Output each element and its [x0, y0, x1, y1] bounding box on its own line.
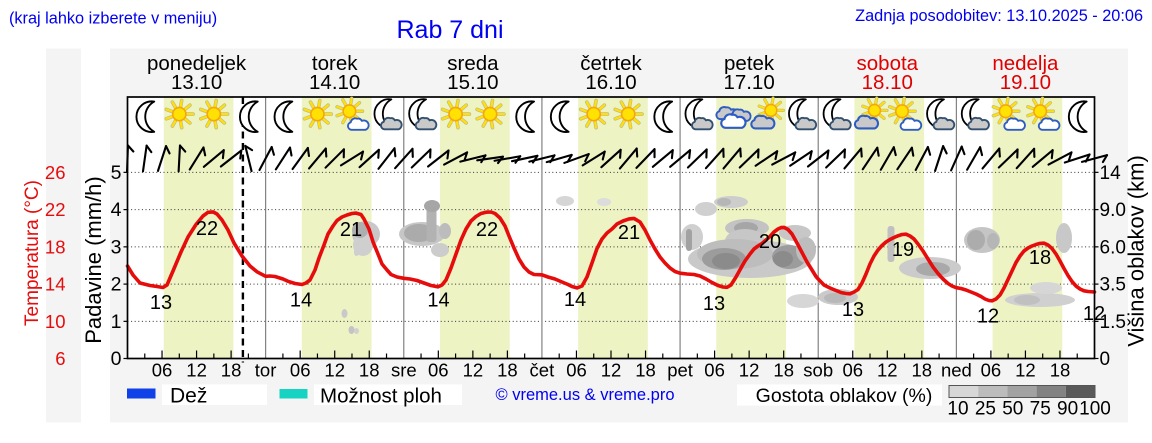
svg-text:Možnost ploh: Možnost ploh	[320, 385, 442, 408]
svg-text:19.10: 19.10	[1000, 71, 1051, 94]
svg-text:1: 1	[111, 311, 122, 333]
svg-text:(kraj lahko izberete v meniju): (kraj lahko izberete v meniju)	[9, 10, 217, 28]
svg-text:06: 06	[843, 360, 864, 381]
svg-text:čet: čet	[530, 360, 555, 381]
svg-text:19: 19	[892, 239, 914, 261]
svg-text:06: 06	[981, 360, 1002, 381]
svg-text:18: 18	[773, 360, 794, 381]
svg-text:18: 18	[635, 360, 656, 381]
svg-text:3: 3	[111, 236, 122, 258]
svg-text:18: 18	[359, 360, 380, 381]
svg-text:21: 21	[618, 222, 640, 244]
svg-text:10: 10	[45, 311, 66, 332]
svg-text:15.10: 15.10	[447, 71, 498, 94]
svg-text:18: 18	[221, 360, 242, 381]
svg-text:10: 10	[947, 399, 968, 420]
svg-text:18: 18	[912, 360, 933, 381]
svg-text:26: 26	[45, 162, 66, 183]
svg-text:Zadnja posodobitev: 13.10.2025: Zadnja posodobitev: 13.10.2025 - 20:06	[855, 7, 1143, 25]
svg-text:0: 0	[111, 348, 122, 370]
svg-text:18.10: 18.10	[862, 71, 913, 94]
svg-text:06: 06	[290, 360, 311, 381]
svg-text:50: 50	[1002, 399, 1023, 420]
svg-text:torek: torek	[312, 52, 358, 75]
svg-text:75: 75	[1030, 399, 1051, 420]
svg-text:12: 12	[1015, 360, 1036, 381]
svg-text:20: 20	[759, 231, 781, 253]
svg-text:12: 12	[324, 360, 345, 381]
svg-text:18: 18	[497, 360, 518, 381]
svg-text:14: 14	[427, 290, 449, 312]
svg-text:14: 14	[290, 290, 312, 312]
svg-text:Višina oblakov (km): Višina oblakov (km)	[1123, 155, 1148, 347]
svg-text:6.0: 6.0	[1100, 237, 1126, 258]
svg-text:12: 12	[977, 306, 999, 328]
svg-text:12: 12	[877, 360, 898, 381]
svg-text:17.10: 17.10	[723, 71, 774, 94]
svg-text:2: 2	[111, 274, 122, 296]
svg-text:4: 4	[111, 199, 122, 221]
svg-text:18: 18	[1029, 247, 1051, 269]
svg-text:Dež: Dež	[170, 385, 207, 408]
svg-text:13.10: 13.10	[171, 71, 222, 94]
svg-text:četrtek: četrtek	[580, 52, 642, 75]
svg-text:Rab 7 dni: Rab 7 dni	[396, 16, 503, 44]
svg-text:nedelja: nedelja	[992, 52, 1059, 75]
svg-text:13: 13	[842, 299, 864, 321]
svg-text:12: 12	[601, 360, 622, 381]
svg-text:12: 12	[186, 360, 207, 381]
svg-text:Padavine (mm/h): Padavine (mm/h)	[81, 176, 106, 344]
svg-text:sreda: sreda	[447, 52, 499, 75]
svg-text:14: 14	[1100, 163, 1122, 184]
svg-text:06: 06	[152, 360, 173, 381]
svg-text:25: 25	[975, 399, 996, 420]
svg-text:tor: tor	[255, 360, 277, 381]
svg-text:22: 22	[45, 199, 66, 220]
svg-text:22: 22	[476, 219, 498, 241]
svg-text:14.10: 14.10	[309, 71, 360, 94]
svg-text:13: 13	[150, 292, 172, 314]
svg-text:22: 22	[196, 218, 218, 240]
svg-text:16.10: 16.10	[585, 71, 636, 94]
svg-text:Temperatura (°C): Temperatura (°C)	[22, 180, 43, 326]
svg-text:pet: pet	[667, 360, 693, 381]
svg-text:14: 14	[45, 274, 66, 295]
svg-text:sre: sre	[391, 360, 417, 381]
svg-text:5: 5	[111, 162, 122, 184]
svg-text:06: 06	[704, 360, 725, 381]
svg-text:12: 12	[739, 360, 760, 381]
svg-text:14: 14	[564, 289, 586, 311]
svg-text:12: 12	[463, 360, 484, 381]
svg-text:18: 18	[1050, 360, 1071, 381]
svg-text:ned: ned	[941, 360, 972, 381]
svg-text:100: 100	[1079, 399, 1111, 420]
svg-text:petek: petek	[724, 52, 775, 75]
svg-text:ponedeljek: ponedeljek	[147, 52, 247, 75]
svg-text:0: 0	[1100, 349, 1111, 370]
svg-text:21: 21	[340, 219, 362, 241]
svg-text:12: 12	[1083, 303, 1105, 325]
svg-text:Gostota oblakov (%): Gostota oblakov (%)	[756, 385, 933, 407]
svg-text:9.0: 9.0	[1100, 200, 1126, 221]
svg-text:18: 18	[45, 236, 66, 257]
svg-text:90: 90	[1057, 399, 1078, 420]
svg-text:06: 06	[566, 360, 587, 381]
svg-text:13: 13	[703, 293, 725, 315]
svg-text:sob: sob	[803, 360, 833, 381]
svg-text:3.5: 3.5	[1100, 275, 1126, 296]
svg-text:06: 06	[428, 360, 449, 381]
svg-text:6: 6	[55, 348, 65, 369]
svg-text:sobota: sobota	[857, 52, 919, 75]
svg-text:© vreme.us & vreme.pro: © vreme.us & vreme.pro	[495, 386, 674, 404]
svg-text:1.5: 1.5	[1100, 312, 1126, 333]
